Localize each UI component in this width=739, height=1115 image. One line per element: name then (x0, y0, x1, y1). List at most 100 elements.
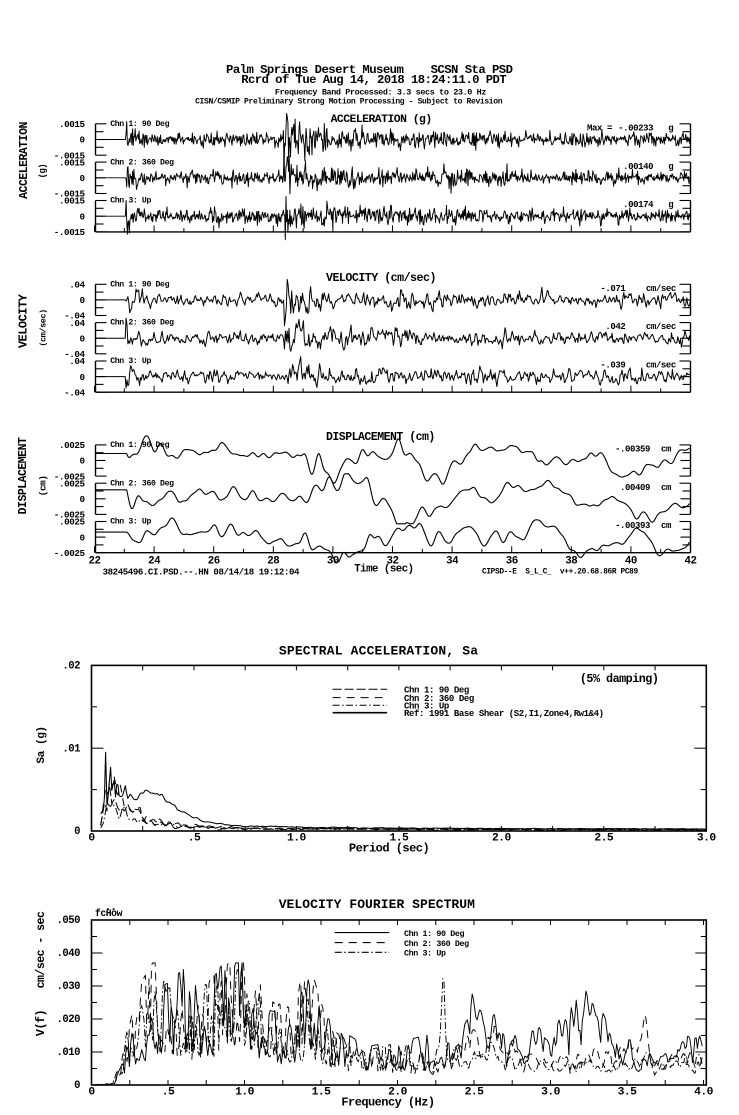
svg-text:.0025: .0025 (59, 517, 86, 528)
svg-text:-.0025: -.0025 (54, 548, 86, 559)
svg-text:VELOCITY (cm/sec): VELOCITY (cm/sec) (326, 272, 436, 285)
svg-text:VELOCITY: VELOCITY (17, 293, 31, 348)
svg-text:Max =: Max = (587, 124, 612, 134)
svg-text:(g): (g) (38, 164, 48, 179)
svg-text:(cm/sec): (cm/sec) (39, 309, 49, 347)
svg-text:-.0015: -.0015 (54, 227, 86, 238)
svg-text:Frequency (Hz): Frequency (Hz) (341, 1096, 434, 1110)
svg-text:0: 0 (79, 295, 85, 306)
svg-text:1.0: 1.0 (287, 833, 307, 845)
svg-text:42: 42 (685, 556, 697, 568)
svg-text:Chn 2: 360 Deg: Chn 2: 360 Deg (110, 478, 174, 488)
svg-text:Ref: 1991 Base Shear (S2,I1,Zo: Ref: 1991 Base Shear (S2,I1,Zone4,Rw1&4) (404, 709, 604, 719)
svg-text:0: 0 (74, 826, 80, 838)
svg-text:Chn 1: 90 Deg: Chn 1: 90 Deg (110, 440, 169, 450)
svg-text:DISPLACEMENT (cm): DISPLACEMENT (cm) (326, 431, 435, 444)
svg-text:24: 24 (148, 556, 161, 568)
svg-text:Sa (g): Sa (g) (36, 726, 48, 763)
svg-text:Time (sec): Time (sec) (354, 564, 413, 576)
svg-text:0: 0 (79, 372, 85, 383)
svg-text:0: 0 (79, 211, 85, 222)
svg-text:.042: .042 (605, 322, 625, 332)
svg-text:Frequency Band Processed: 3.3: Frequency Band Processed: 3.3 secs to 23… (275, 87, 486, 97)
svg-text:Chn 3: Up: Chn 3: Up (110, 196, 151, 206)
svg-text:0: 0 (79, 333, 85, 344)
svg-text:cm: cm (661, 445, 672, 455)
svg-text:22: 22 (89, 556, 101, 568)
svg-text:Chn 3: Up: Chn 3: Up (404, 701, 449, 711)
svg-text:g: g (668, 162, 673, 172)
svg-text:cm/sec: cm/sec (646, 284, 676, 294)
svg-text:.00140: .00140 (623, 162, 653, 172)
svg-text:-.0015: -.0015 (54, 189, 86, 200)
svg-text:Chn 3: Up: Chn 3: Up (110, 356, 151, 366)
svg-text:0: 0 (74, 1080, 80, 1092)
svg-text:Period (sec): Period (sec) (349, 842, 429, 856)
svg-text:.010: .010 (56, 1047, 80, 1059)
svg-text:4.0: 4.0 (694, 1087, 714, 1099)
svg-text:fcHow: fcHow (95, 908, 123, 919)
svg-text:-.071: -.071 (600, 284, 626, 294)
svg-text:-.00359: -.00359 (615, 445, 650, 455)
svg-text:-.04: -.04 (64, 387, 85, 398)
svg-text:40: 40 (625, 556, 637, 568)
svg-text:1.0: 1.0 (235, 1087, 255, 1099)
svg-text:.00174: .00174 (623, 200, 654, 210)
svg-text:g: g (668, 200, 673, 210)
svg-text:.5: .5 (188, 833, 201, 845)
svg-text:30: 30 (327, 556, 339, 568)
svg-text:0: 0 (88, 833, 95, 845)
svg-text:Chn 3: Up: Chn 3: Up (110, 517, 151, 527)
svg-text:CISN/CSMIP Preliminary Strong: CISN/CSMIP Preliminary Strong Motion Pro… (195, 98, 503, 107)
svg-text:0: 0 (79, 532, 85, 543)
svg-text:(cm): (cm) (38, 475, 49, 496)
svg-text:3.0: 3.0 (541, 1087, 561, 1099)
svg-text:.0015: .0015 (59, 157, 86, 168)
svg-text:3.0: 3.0 (697, 833, 717, 845)
svg-text:0: 0 (88, 1087, 95, 1099)
svg-text:cm/sec: cm/sec (646, 322, 676, 332)
svg-text:3.5: 3.5 (618, 1087, 638, 1099)
svg-text:.040: .040 (56, 948, 80, 960)
svg-text:34: 34 (446, 556, 459, 568)
svg-text:-.039: -.039 (600, 361, 625, 371)
svg-text:32: 32 (387, 556, 399, 568)
svg-text:V(f): V(f) (34, 1010, 48, 1036)
svg-text:cm: cm (661, 483, 672, 493)
svg-text:.04: .04 (69, 356, 85, 367)
svg-text:Chn 2: 360 Deg: Chn 2: 360 Deg (404, 939, 469, 949)
svg-text:2.5: 2.5 (594, 833, 614, 845)
svg-text:0: 0 (79, 135, 85, 146)
svg-text:1.5: 1.5 (389, 833, 409, 845)
svg-text:1.5: 1.5 (312, 1087, 332, 1099)
svg-text:0: 0 (79, 456, 85, 467)
svg-text:38245496.CI.PSD.--.HN 08/14/18: 38245496.CI.PSD.--.HN 08/14/18 19:12:04 (103, 567, 300, 578)
svg-text:2.5: 2.5 (465, 1087, 485, 1099)
svg-text:-.04: -.04 (64, 349, 85, 360)
svg-text:.0015: .0015 (59, 196, 86, 207)
svg-text:2.0: 2.0 (492, 833, 512, 845)
svg-text:cm/sec - sec: cm/sec - sec (35, 911, 48, 988)
svg-text:-.0025: -.0025 (54, 471, 86, 482)
svg-text:.030: .030 (56, 981, 80, 993)
svg-text:Chn 1: 90 Deg: Chn 1: 90 Deg (110, 279, 169, 289)
svg-text:.01: .01 (62, 743, 80, 755)
svg-text:.0025: .0025 (59, 440, 86, 451)
svg-text:Chn 3: Up: Chn 3: Up (404, 949, 446, 959)
svg-text:g: g (668, 124, 673, 134)
svg-text:-.0015: -.0015 (54, 150, 86, 161)
svg-text:-.00233: -.00233 (618, 124, 653, 134)
svg-text:Chn 1: 90 Deg: Chn 1: 90 Deg (404, 929, 465, 939)
svg-text:.02: .02 (62, 661, 80, 673)
svg-text:.050: .050 (56, 915, 80, 927)
svg-text:26: 26 (208, 556, 220, 568)
svg-text:(5% damping): (5% damping) (580, 672, 658, 686)
svg-text:ACCELERATION: ACCELERATION (18, 122, 31, 199)
svg-text:.0015: .0015 (59, 119, 86, 130)
svg-text:38: 38 (565, 556, 577, 568)
svg-text:VELOCITY FOURIER SPECTRUM: VELOCITY FOURIER SPECTRUM (279, 897, 475, 912)
svg-text:0: 0 (79, 173, 85, 184)
svg-text:0: 0 (79, 494, 85, 505)
svg-text:.00409: .00409 (620, 483, 650, 493)
svg-text:DISPLACEMENT: DISPLACEMENT (17, 437, 30, 514)
